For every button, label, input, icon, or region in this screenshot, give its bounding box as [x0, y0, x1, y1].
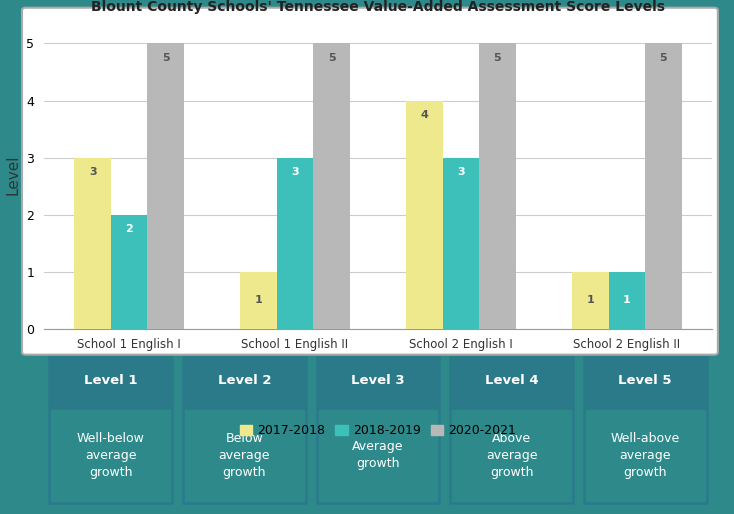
Bar — [406, 101, 443, 329]
Bar — [645, 43, 682, 329]
Text: 5: 5 — [660, 52, 667, 63]
FancyBboxPatch shape — [584, 408, 707, 503]
Text: 3: 3 — [457, 167, 465, 177]
Y-axis label: Level: Level — [6, 155, 21, 195]
Bar — [479, 43, 516, 329]
Legend: 2017-2018, 2018-2019, 2020-2021: 2017-2018, 2018-2019, 2020-2021 — [237, 422, 519, 440]
Text: Level 5: Level 5 — [619, 374, 672, 387]
Bar — [277, 158, 313, 329]
Text: Well-above
average
growth: Well-above average growth — [611, 432, 680, 479]
Bar — [148, 43, 184, 329]
Text: Below
average
growth: Below average growth — [219, 432, 270, 479]
Text: Above
average
growth: Above average growth — [486, 432, 537, 479]
FancyBboxPatch shape — [49, 408, 172, 503]
Text: 5: 5 — [328, 52, 335, 63]
Bar — [111, 215, 148, 329]
Text: 1: 1 — [623, 296, 631, 305]
Title: Blount County Schools' Tennessee Value-Added Assessment Score Levels: Blount County Schools' Tennessee Value-A… — [91, 0, 665, 14]
Bar — [608, 272, 645, 329]
Bar — [572, 272, 608, 329]
Text: 1: 1 — [255, 296, 263, 305]
Bar — [443, 158, 479, 329]
Bar — [313, 43, 350, 329]
Text: Level 4: Level 4 — [484, 374, 539, 387]
Text: Level 3: Level 3 — [351, 374, 405, 387]
Bar — [74, 158, 111, 329]
Text: Level 1: Level 1 — [84, 374, 137, 387]
FancyBboxPatch shape — [450, 357, 573, 408]
Text: Well-below
average
growth: Well-below average growth — [77, 432, 145, 479]
Text: Level 2: Level 2 — [218, 374, 271, 387]
FancyBboxPatch shape — [316, 357, 440, 408]
FancyBboxPatch shape — [316, 408, 440, 503]
Text: 5: 5 — [161, 52, 170, 63]
Text: 3: 3 — [89, 167, 96, 177]
FancyBboxPatch shape — [183, 408, 306, 503]
Text: 5: 5 — [494, 52, 501, 63]
Text: 3: 3 — [291, 167, 299, 177]
Text: 2: 2 — [126, 224, 133, 234]
FancyBboxPatch shape — [584, 357, 707, 408]
FancyBboxPatch shape — [183, 357, 306, 408]
Text: Average
growth: Average growth — [352, 440, 404, 470]
Bar — [240, 272, 277, 329]
FancyBboxPatch shape — [49, 357, 172, 408]
Text: 1: 1 — [586, 296, 595, 305]
FancyBboxPatch shape — [450, 408, 573, 503]
Text: 4: 4 — [421, 110, 429, 120]
